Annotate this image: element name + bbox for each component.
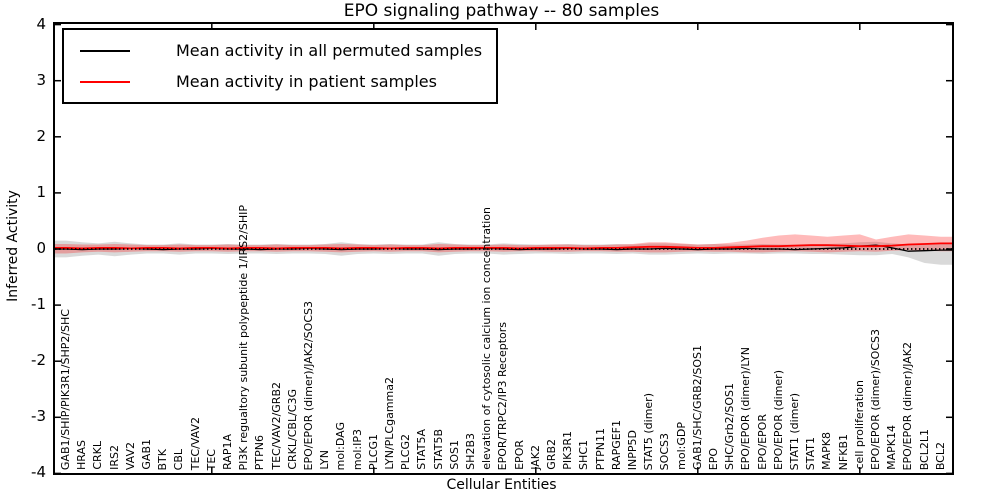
legend-item-permuted: Mean activity in all permuted samples <box>80 35 482 66</box>
x-tick-label: CRKL/CBL/C3G <box>285 389 299 470</box>
x-tick-label: EPOR <box>512 440 526 470</box>
x-axis-label: Cellular Entities <box>446 477 557 493</box>
x-tick-label: mol:GDP <box>674 422 688 470</box>
x-tick-label: BCL2 <box>933 441 947 470</box>
x-tick-label: STAT5B <box>431 429 445 470</box>
x-tick-label: mol:IP3 <box>350 428 364 470</box>
x-tick-label: TEC <box>204 448 218 470</box>
y-tick-label: 2 <box>36 126 46 145</box>
x-tick-label: SHC/Grb2/SOS1 <box>723 383 737 470</box>
x-tick-label: EPO/EPOR <box>755 414 769 470</box>
x-tick-label: GAB1/SHC/GRB2/SOS1 <box>690 345 704 470</box>
x-tick-label: RAP1A <box>221 434 234 470</box>
x-tick-label: PIK3R1 <box>561 431 575 470</box>
x-tick-label: STAT5A <box>415 429 429 470</box>
x-tick-label: RAPGEF1 <box>609 419 623 470</box>
x-tick-label: SOS1 <box>447 440 461 470</box>
x-tick-label: GRB2 <box>545 439 558 470</box>
y-tick-label: 4 <box>36 14 46 33</box>
plot-area: Mean activity in all permuted samples Me… <box>53 22 954 475</box>
legend-item-patient: Mean activity in patient samples <box>80 66 482 97</box>
x-tick-label: HRAS <box>75 440 89 470</box>
x-tick-label: elevation of cytosolic calcium ion conce… <box>480 207 494 470</box>
x-tick-label: SHC1 <box>577 440 591 470</box>
x-tick-label: mol:DAG <box>334 421 348 470</box>
x-tick-label: SH2B3 <box>464 433 477 470</box>
x-tick-label: GAB1/SHIP/PIK3R1/SHP2/SHC <box>59 308 72 470</box>
y-tick-label: -4 <box>31 463 46 482</box>
x-tick-label: PTPN6 <box>253 434 267 470</box>
chart-title: EPO signaling pathway -- 80 samples <box>343 1 660 21</box>
x-tick-label: EPO/EPOR (dimer)/SOCS3 <box>869 329 882 470</box>
x-tick-label: PLCG1 <box>366 434 380 470</box>
x-tick-label: PTPN11 <box>593 427 607 470</box>
y-tick-label: -3 <box>31 407 46 426</box>
x-tick-label: EPO/EPOR (dimer)/JAK2/SOCS3 <box>302 300 315 470</box>
x-tick-label: EPO/EPOR (dimer)/LYN <box>739 346 753 470</box>
y-tick-label: 1 <box>36 182 46 201</box>
x-tick-label: LYN <box>318 450 332 470</box>
y-tick-label: 0 <box>36 239 46 257</box>
x-tick-label: TEC/VAV2/GRB2 <box>269 382 283 470</box>
x-tick-label: STAT1 (dimer) <box>788 392 801 470</box>
x-tick-label: STAT5 (dimer) <box>642 392 656 470</box>
x-tick-label: STAT1 <box>804 436 818 470</box>
x-tick-label: EPOR/TRPC2/IP3 Receptors <box>496 321 510 470</box>
legend-patient-label: Mean activity in patient samples <box>176 72 437 91</box>
x-tick-label: TEC/VAV2 <box>188 416 202 470</box>
x-tick-label: NFKB1 <box>836 433 850 470</box>
legend-patient-line-icon <box>80 80 130 83</box>
x-tick-label: EPO/EPOR (dimer) <box>771 370 785 470</box>
x-tick-label: IRS2 <box>107 445 121 470</box>
x-tick-label: JAK2 <box>528 445 542 470</box>
x-tick-label: MAPK8 <box>820 432 834 470</box>
x-tick-label: CRKL <box>91 441 105 470</box>
x-tick-label: PLCG2 <box>399 434 413 470</box>
x-tick-label: PI3K regualtory subunit polypeptide 1/IR… <box>237 204 251 471</box>
y-tick-label: -1 <box>31 295 46 314</box>
x-tick-label: EPO <box>707 447 720 470</box>
x-tick-label: MAPK14 <box>885 425 899 470</box>
legend: Mean activity in all permuted samples Me… <box>62 28 499 104</box>
x-tick-label: cell proliferation <box>852 380 866 470</box>
x-tick-label: BCL2L1 <box>917 428 931 470</box>
x-tick-label: INPP5D <box>626 429 639 470</box>
legend-permuted-line-icon <box>80 49 130 52</box>
x-tick-label: VAV2 <box>123 441 137 470</box>
y-tick-label: -2 <box>31 351 46 370</box>
x-tick-label: LYN/PLCgamma2 <box>383 377 396 470</box>
x-tick-label: SOCS3 <box>658 432 672 470</box>
x-tick-label: EPO/EPOR (dimer)/JAK2 <box>901 341 915 470</box>
y-tick-label: 3 <box>36 70 46 89</box>
x-tick-label: GAB1 <box>140 439 153 470</box>
patient-mean-line <box>55 242 952 250</box>
x-tick-label: BTK <box>156 448 170 470</box>
legend-permuted-label: Mean activity in all permuted samples <box>176 41 483 60</box>
x-tick-label: CBL <box>172 448 186 470</box>
